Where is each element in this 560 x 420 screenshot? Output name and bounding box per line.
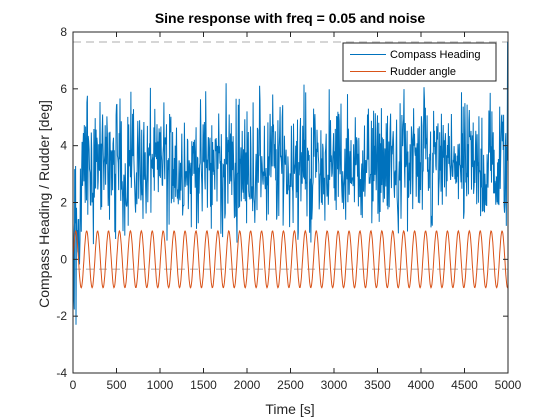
series-line-compass-heading	[72, 41, 509, 325]
x-tick-label: 2000	[234, 378, 261, 392]
x-tick-label: 5000	[495, 378, 522, 392]
y-tick-label: 0	[60, 252, 67, 266]
x-axis-label: Time [s]	[265, 401, 314, 417]
chart-title: Sine response with freq = 0.05 and noise	[155, 10, 426, 26]
legend: Compass Heading Rudder angle	[342, 42, 497, 82]
y-tick-label: 4	[60, 139, 67, 153]
x-tick-label: 1500	[190, 378, 217, 392]
y-tick-label: 2	[60, 196, 67, 210]
y-tick-label: 6	[60, 82, 67, 96]
x-tick-label: 0	[70, 378, 77, 392]
x-tick-label: 2500	[277, 378, 304, 392]
y-tick-label: -4	[56, 366, 67, 380]
x-tick-label: 1000	[147, 378, 174, 392]
legend-box	[342, 42, 497, 82]
y-tick-label: -2	[56, 309, 67, 323]
plot-area: 0 500 1000 1500 2000 2500 3000 3500 4000 4500 5000…	[56, 25, 521, 392]
y-tick-label: 8	[60, 25, 67, 39]
legend-label-compass-heading: Compass Heading	[390, 49, 481, 61]
x-tick-label: 4000	[408, 378, 435, 392]
x-tick-label: 4500	[451, 378, 478, 392]
x-tick-label: 3500	[364, 378, 391, 392]
x-tick-label: 3000	[321, 378, 348, 392]
legend-label-rudder-angle: Rudder angle	[390, 66, 456, 78]
x-tick-label: 500	[106, 378, 126, 392]
y-axis-label: Compass Heading / Rudder [deg]	[36, 100, 52, 308]
series-line-rudder-angle	[72, 229, 509, 289]
